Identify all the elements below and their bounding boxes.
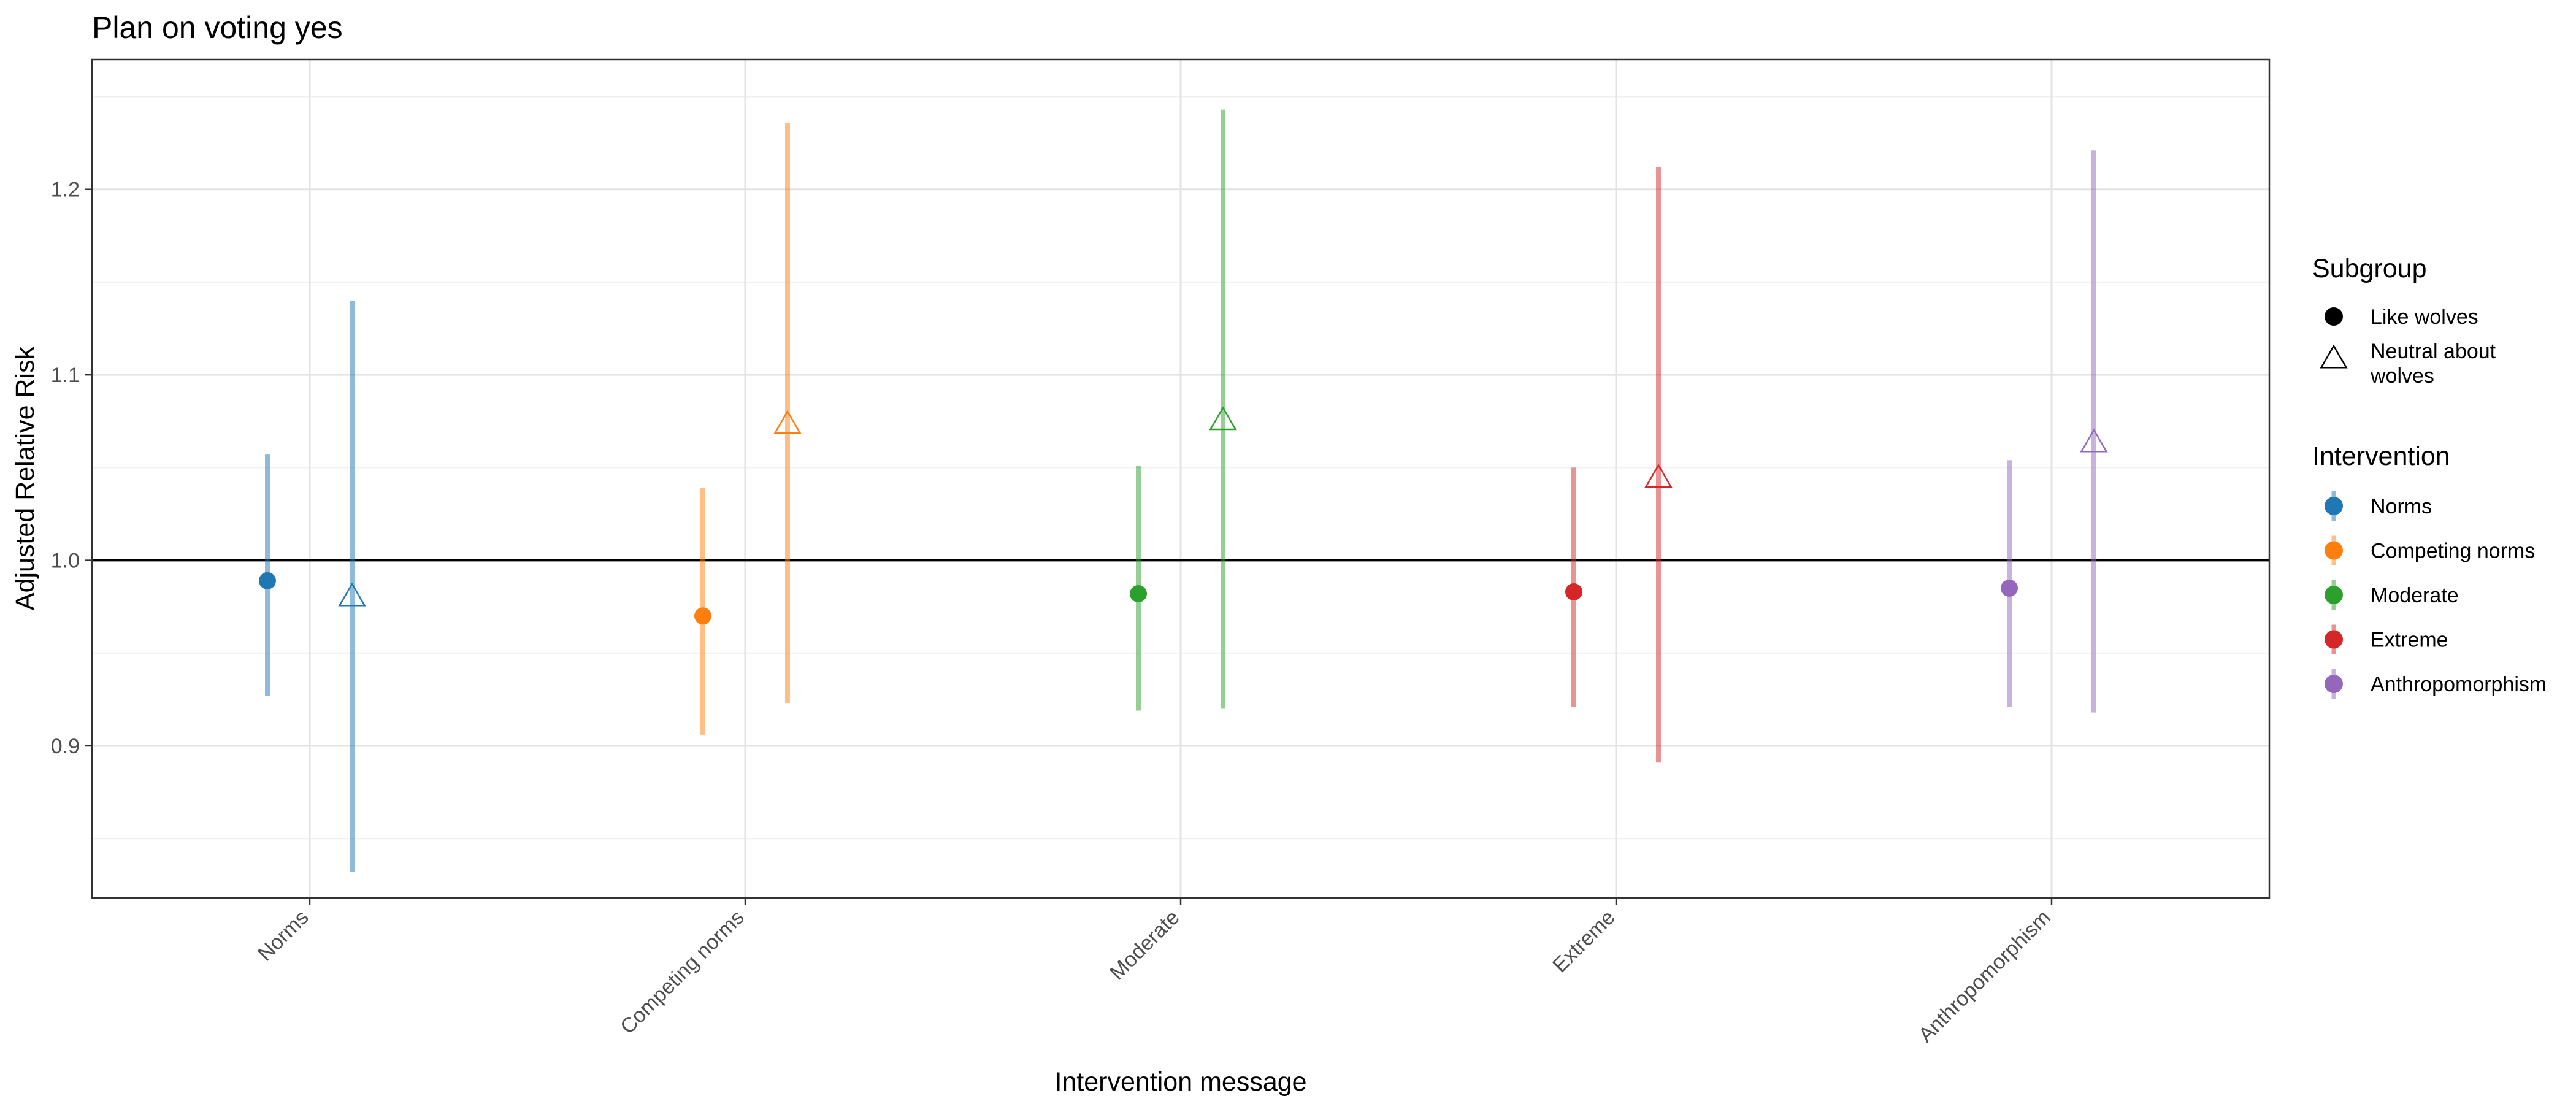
legend-key-like-wolves	[2325, 307, 2343, 326]
legend-label-line: Neutral about	[2371, 340, 2496, 363]
point-marker	[1565, 583, 1582, 600]
legend-key-point	[2325, 586, 2343, 604]
x-tick-label: Competing norms	[616, 906, 749, 1039]
x-axis-title: Intervention message	[1054, 1067, 1306, 1097]
legend-label-line: wolves	[2370, 364, 2434, 388]
legend-label-neutral-about-wolves: Neutral about wolves	[2370, 340, 2496, 388]
chart-title: Plan on voting yes	[92, 10, 343, 45]
point-marker	[259, 572, 276, 589]
legend-label-intervention: Norms	[2371, 495, 2432, 518]
legend-label-intervention: Extreme	[2371, 629, 2448, 652]
point-marker	[694, 607, 711, 625]
legend-key-point	[2325, 630, 2343, 649]
y-axis-title: Adjusted Relative Risk	[10, 346, 40, 610]
legend-title-intervention: Intervention	[2312, 442, 2450, 471]
y-tick-label: 0.9	[51, 735, 80, 758]
y-axis: 0.9 1.0 1.1 1.2	[51, 178, 92, 758]
point-marker	[1209, 406, 1237, 431]
y-tick-label: 1.2	[51, 178, 80, 202]
legend-key-point	[2325, 675, 2343, 693]
point-marker	[2001, 579, 2018, 597]
y-tick-label: 1.1	[51, 364, 80, 387]
y-tick-label: 1.0	[51, 550, 80, 573]
x-tick-label: Extreme	[1548, 906, 1619, 977]
point-marker	[773, 410, 802, 434]
legend: Subgroup Like wolves Neutral about wolves In…	[2312, 254, 2547, 699]
legend-label-intervention: Anthropomorphism	[2371, 673, 2547, 696]
point-marker	[1644, 464, 1673, 488]
legend-title-subgroup: Subgroup	[2312, 254, 2427, 283]
point-marker	[2080, 428, 2108, 453]
legend-label-like-wolves: Like wolves	[2371, 305, 2478, 329]
x-tick-label: Norms	[253, 906, 313, 966]
x-tick-label: Anthropomorphism	[1914, 906, 2055, 1047]
x-tick-label: Moderate	[1105, 906, 1184, 984]
legend-label-intervention: Moderate	[2371, 584, 2459, 607]
legend-label-intervention: Competing norms	[2371, 540, 2535, 563]
legend-key-neutral-about-wolves	[2320, 344, 2348, 369]
legend-key-point	[2325, 497, 2343, 515]
legend-key-point	[2325, 541, 2343, 560]
point-marker	[1130, 585, 1147, 603]
x-axis: Norms Competing norms Moderate Extreme Anthr…	[253, 898, 2055, 1047]
point-marker	[338, 582, 366, 607]
points	[259, 406, 2108, 625]
